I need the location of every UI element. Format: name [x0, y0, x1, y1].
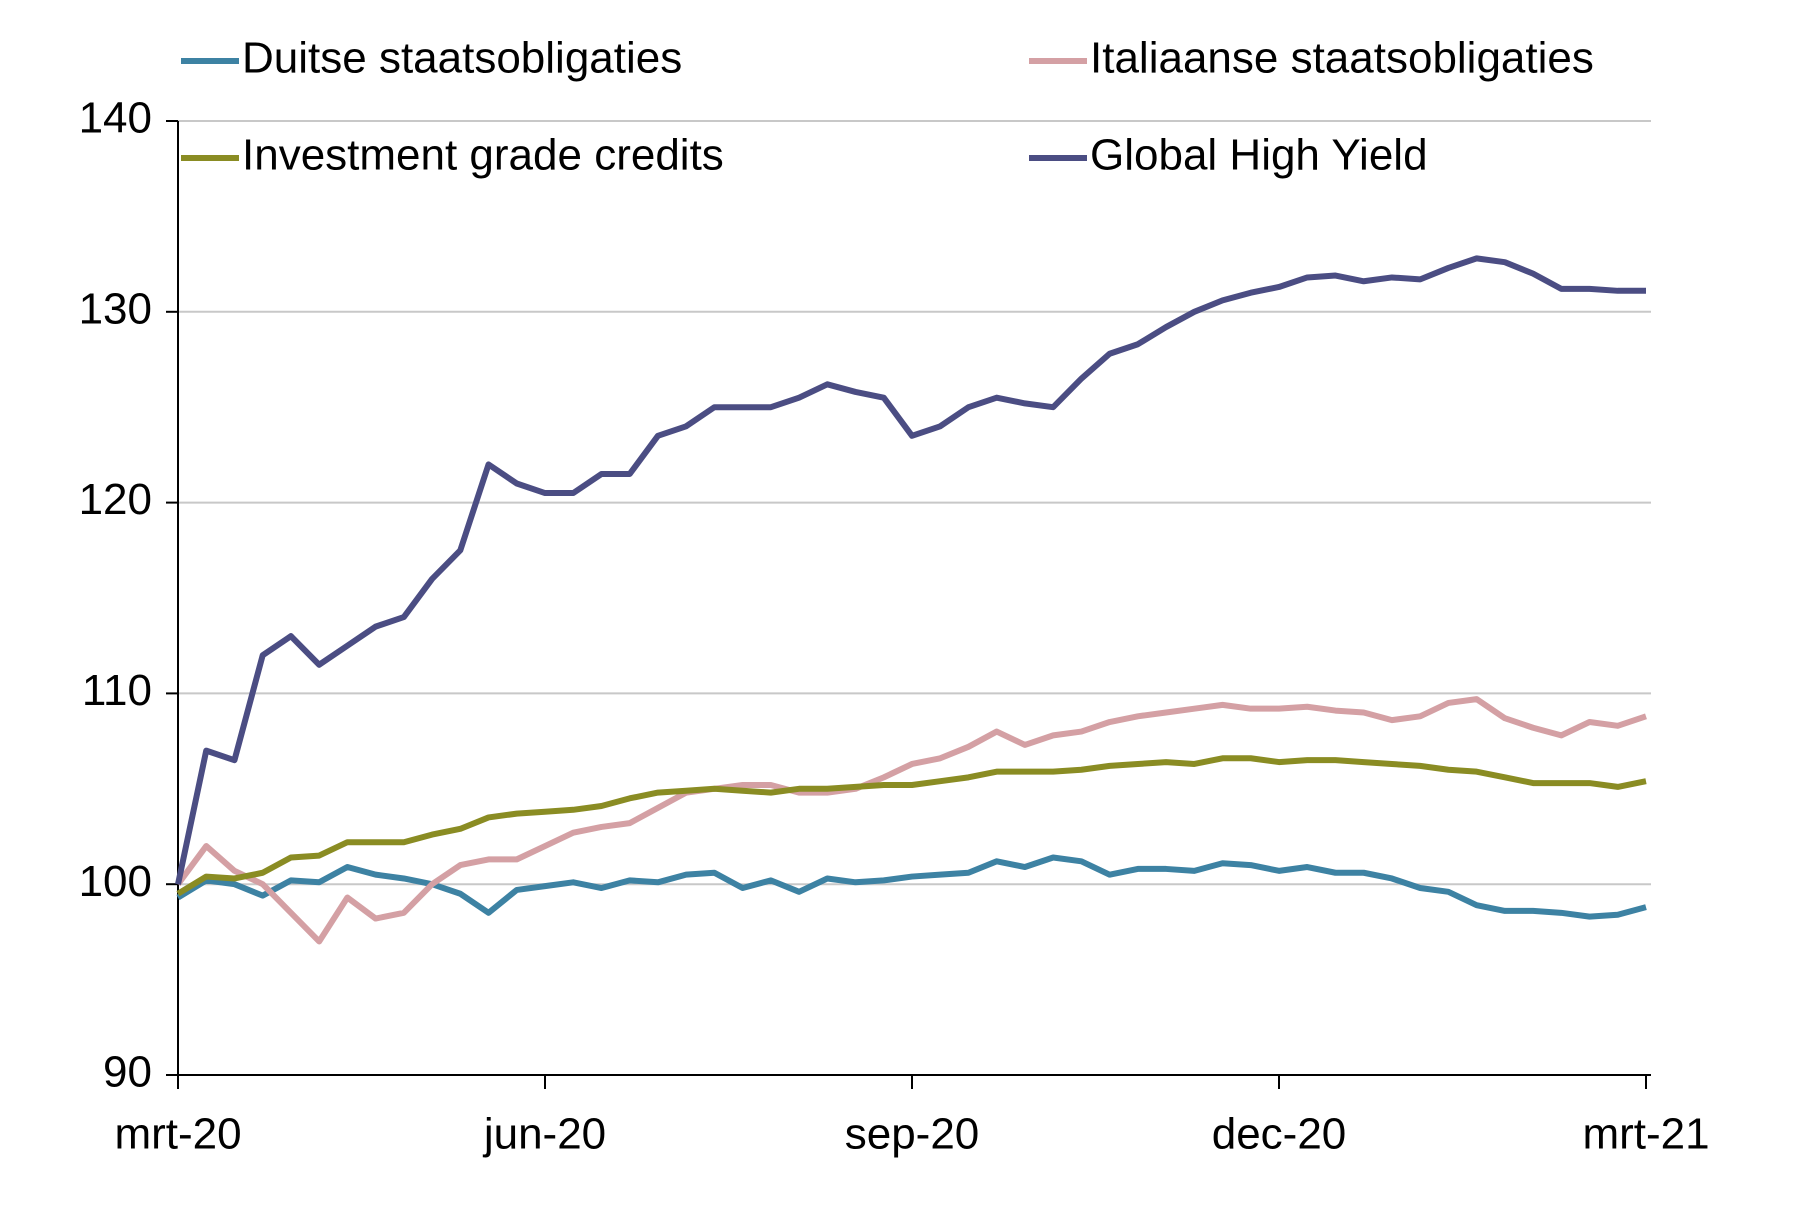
y-tick-label: 120 [79, 475, 152, 524]
line-series [176, 755, 1647, 897]
legend-label: Italiaanse staatsobligaties [1090, 34, 1594, 83]
x-tick-label: mrt-20 [114, 1110, 241, 1159]
x-tick-label: dec-20 [1212, 1110, 1347, 1159]
y-tick-label: 130 [79, 284, 152, 333]
y-tick-label: 90 [103, 1048, 152, 1097]
line-series [176, 854, 1647, 920]
x-tick-label: mrt-21 [1582, 1110, 1709, 1159]
y-tick-label: 140 [79, 94, 152, 143]
legend-label: Duitse staatsobligaties [242, 34, 682, 83]
legend-label: Global High Yield [1090, 131, 1428, 180]
line-series [175, 696, 1647, 945]
x-tick-label: sep-20 [845, 1110, 980, 1159]
x-tick-label: jun-20 [482, 1110, 606, 1159]
line-series [175, 255, 1646, 885]
legend-label: Investment grade credits [242, 131, 724, 180]
y-tick-label: 100 [79, 857, 152, 906]
y-tick-label: 110 [82, 666, 152, 715]
